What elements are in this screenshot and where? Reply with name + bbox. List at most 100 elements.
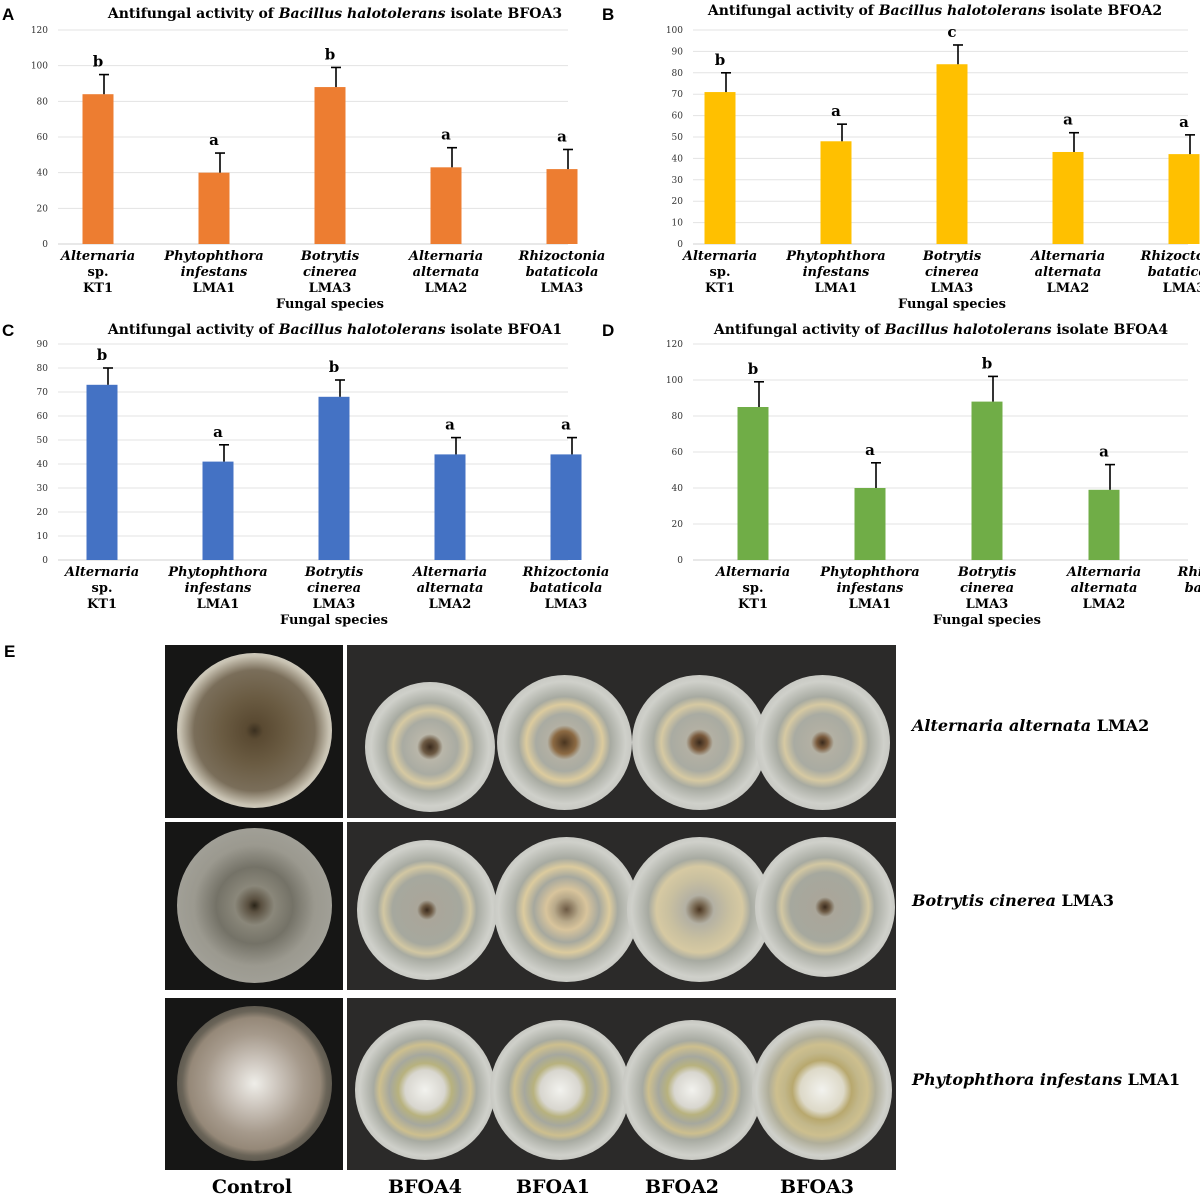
petri-dish [365, 682, 495, 812]
bar [198, 172, 230, 244]
significance-label: a [557, 127, 567, 145]
category-strain: LMA2 [1047, 281, 1090, 296]
category-species: infestans [803, 265, 870, 280]
y-tick-label: 80 [672, 69, 684, 79]
category-species: alternata [1071, 581, 1138, 596]
chart-title-suffix: isolate BFOA3 [445, 6, 562, 22]
category-species: infestans [837, 581, 904, 596]
chart-title-italic: Bacillus halotolerans [878, 3, 1046, 19]
category-species: alternata [413, 265, 480, 280]
y-tick-label: 50 [37, 436, 49, 446]
row-label-botrytis: Botrytis cinerea LMA3 [912, 891, 1115, 910]
y-tick-label: 80 [37, 364, 49, 374]
category-species: alternata [1035, 265, 1102, 280]
significance-label: b [325, 45, 336, 63]
y-tick-label: 20 [37, 508, 49, 518]
bar [318, 396, 350, 560]
panel-letter: A [2, 5, 14, 24]
y-tick-label: 60 [672, 112, 684, 122]
category-genus: Alternaria [681, 249, 757, 264]
chart-panel-c: C Antifungal activity of Bacillus halotol… [2, 321, 609, 628]
petri-dish [177, 653, 332, 808]
category-genus: Phytophthora [167, 565, 267, 580]
petri-dish [752, 1020, 892, 1160]
x-axis-label: Fungal species [898, 297, 1006, 312]
x-axis-label: Fungal species [933, 613, 1041, 628]
category-species: alternata [417, 581, 484, 596]
y-tick-label: 30 [37, 484, 49, 494]
category-species: sp. [743, 581, 764, 596]
column-label-control: Control [211, 1176, 293, 1198]
category-strain: LMA3 [545, 597, 588, 612]
category-genus: Botrytis [300, 249, 360, 264]
y-tick-label: 60 [37, 133, 49, 143]
category-genus: Rhizoctonia [1177, 565, 1200, 580]
chart-title-suffix: isolate BFOA2 [1045, 3, 1162, 19]
column-label-bfoa2: BFOA2 [644, 1176, 720, 1198]
category-genus: Botrytis [922, 249, 982, 264]
category-genus: Rhizoctonia [522, 565, 610, 580]
chart-title-italic: Bacillus halotolerans [884, 322, 1052, 338]
category-genus: Alternaria [407, 249, 483, 264]
petri-dish [357, 840, 497, 980]
significance-label: a [213, 423, 223, 441]
significance-label: b [93, 53, 104, 71]
category-species: cinerea [303, 265, 357, 280]
category-genus: Rhizoctonia [1140, 249, 1200, 264]
category-species: sp. [710, 265, 731, 280]
category-genus: Botrytis [304, 565, 364, 580]
category-strain: LMA1 [849, 597, 892, 612]
chart-title-prefix: Antifungal activity of [107, 322, 279, 338]
category-species: sp. [92, 581, 113, 596]
bar [936, 64, 968, 245]
y-tick-label: 120 [666, 340, 683, 350]
panel-letter: D [602, 321, 614, 340]
y-tick-label: 40 [37, 169, 49, 179]
category-strain: KT1 [83, 281, 113, 296]
petri-dish [622, 1020, 762, 1160]
chart-title: Antifungal activity of Bacillus halotole… [713, 322, 1168, 338]
bar [737, 407, 769, 560]
significance-label: a [831, 102, 841, 120]
petri-dish [355, 1020, 495, 1160]
y-tick-label: 40 [672, 484, 684, 494]
significance-label: b [748, 360, 759, 378]
y-tick-label: 60 [672, 448, 684, 458]
category-strain: LMA2 [429, 597, 472, 612]
y-tick-label: 90 [37, 340, 49, 350]
bar [820, 141, 852, 244]
category-species: sp. [88, 265, 109, 280]
chart-panel-a: A Antifungal activity of Bacillus halotol… [2, 5, 605, 312]
column-label-bfoa1: BFOA1 [515, 1176, 591, 1198]
category-genus: Rhizoctonia [518, 249, 606, 264]
y-tick-label: 70 [37, 388, 49, 398]
significance-label: a [1099, 443, 1109, 461]
category-strain: LMA1 [197, 597, 240, 612]
category-species: infestans [181, 265, 248, 280]
bar [971, 401, 1003, 560]
category-genus: Alternaria [411, 565, 487, 580]
category-strain: LMA3 [541, 281, 584, 296]
category-strain: LMA2 [425, 281, 468, 296]
chart-title: Antifungal activity of Bacillus halotole… [107, 322, 562, 338]
category-strain: LMA3 [1163, 281, 1200, 296]
category-species: bataticola [1148, 265, 1200, 280]
category-genus: Alternaria [1065, 565, 1141, 580]
category-strain: KT1 [87, 597, 117, 612]
y-tick-label: 40 [672, 154, 684, 164]
column-label-bfoa4: BFOA4 [387, 1176, 463, 1198]
bar [82, 94, 114, 244]
category-strain: KT1 [705, 281, 735, 296]
category-strain: LMA1 [193, 281, 236, 296]
significance-label: a [441, 126, 451, 144]
y-tick-label: 50 [672, 133, 684, 143]
category-genus: Alternaria [63, 565, 139, 580]
bar [314, 87, 346, 244]
bar [704, 92, 736, 244]
significance-label: a [209, 131, 219, 149]
bar-charts-figure: A Antifungal activity of Bacillus halotol… [2, 3, 1200, 628]
x-axis-label: Fungal species [276, 297, 384, 312]
row-label-alternaria: Alternaria alternata LMA2 [912, 716, 1150, 735]
chart-panel-b: B Antifungal activity of Bacillus halotol… [602, 3, 1200, 312]
chart-title-suffix: isolate BFOA1 [445, 322, 562, 338]
